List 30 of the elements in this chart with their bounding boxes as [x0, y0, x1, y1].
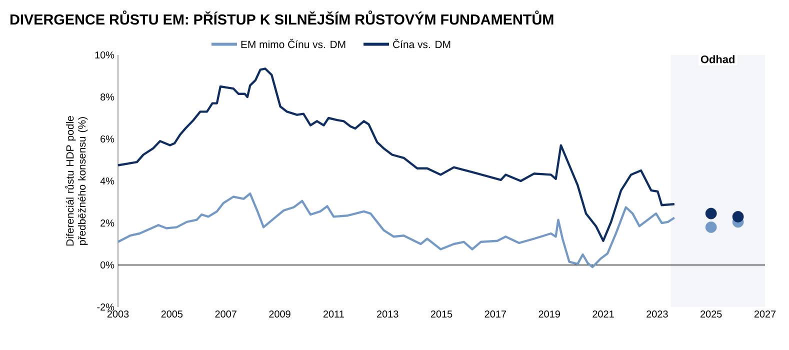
x-tick-label: 2019: [538, 310, 560, 318]
band-label: Odhad: [700, 55, 734, 64]
y-tick-label: 2%: [100, 219, 114, 227]
y-tick-label: 4%: [100, 178, 114, 184]
x-tick-label: 2003: [107, 310, 129, 318]
y-tick-label: -2%: [97, 303, 114, 311]
x-tick-label: 2027: [754, 310, 776, 318]
x-tick-label: 2021: [592, 310, 614, 318]
legend-label: EM mimo Čínu vs. DM: [241, 38, 346, 48]
y-tick-label: 0%: [100, 261, 114, 269]
y-tick-label: 8%: [100, 93, 114, 101]
x-tick-label: 2009: [269, 310, 290, 318]
legend-label: Čína vs. DM: [393, 38, 450, 48]
point: [705, 222, 717, 233]
x-tick-label: 2015: [430, 310, 452, 318]
chart-title: DIVERGENCE RŮSTU EM: PŘÍSTUP K SILNĚJŠÍM RŮSTOVÝM FUNDAMENTŮM: [10, 10, 554, 25]
y-tick-label: 6%: [100, 135, 114, 143]
point: [705, 208, 717, 220]
x-tick-label: 2023: [646, 310, 668, 318]
x-tick-label: 2011: [323, 310, 344, 318]
x-tick-label: 2025: [700, 310, 722, 318]
x-tick-label: 2013: [377, 310, 398, 318]
x-tick-label: 2017: [484, 310, 506, 318]
point: [732, 211, 744, 222]
x-tick-label: 2005: [161, 310, 183, 318]
y-tick-label: 10%: [95, 51, 114, 59]
x-tick-label: 2007: [215, 310, 236, 318]
y-axis-title: Diferenciál růstu HDP podle předběžného konsensu (%): [65, 116, 88, 246]
line-series: [116, 192, 676, 268]
line-series: [116, 68, 676, 242]
